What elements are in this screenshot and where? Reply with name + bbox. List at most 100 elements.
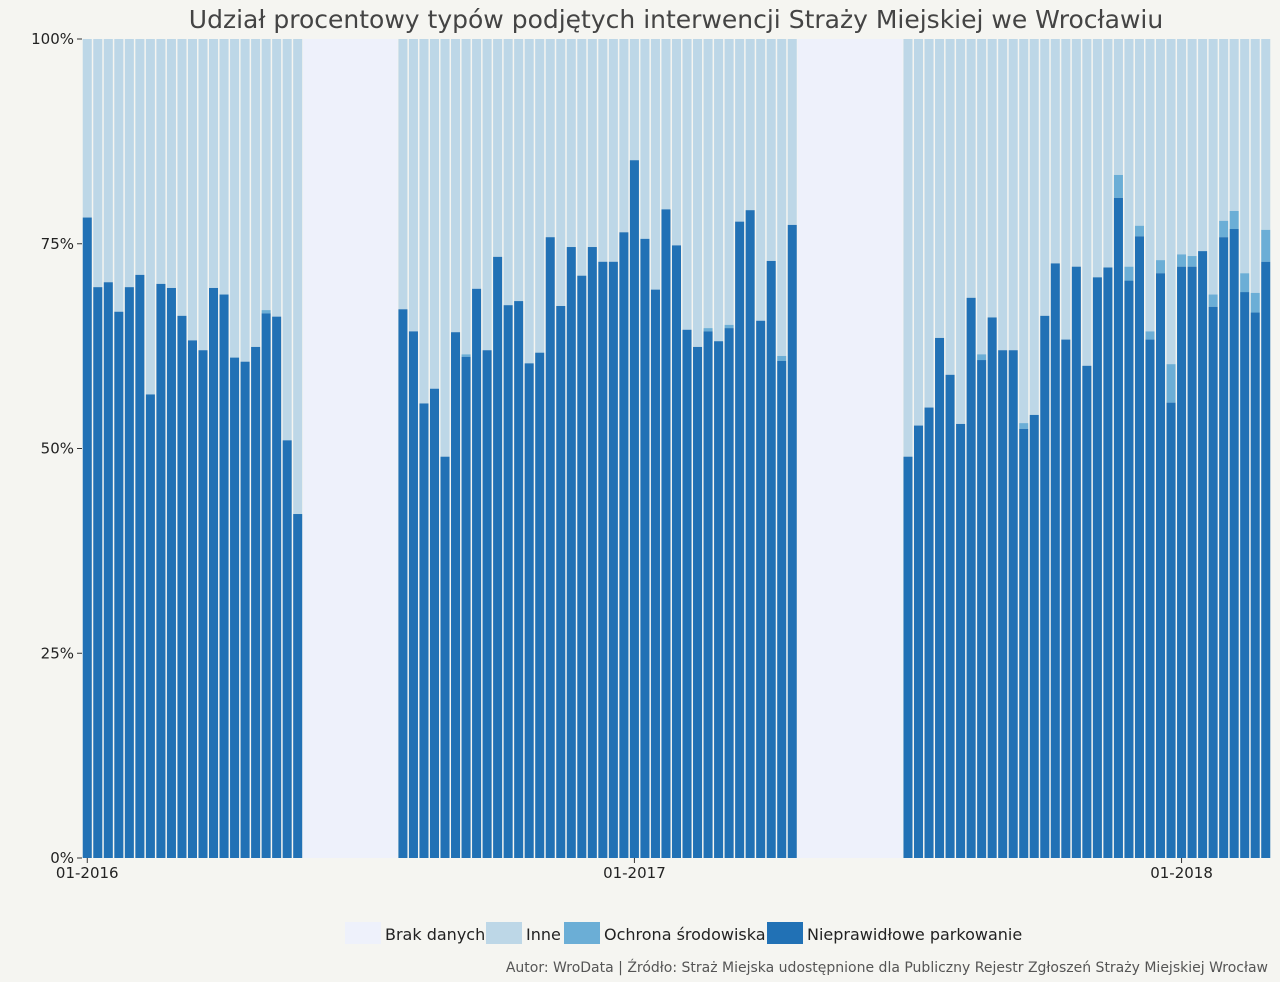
bar-inne-0	[82, 39, 92, 218]
bar-inne-107	[1208, 39, 1218, 295]
bar-inne-57	[682, 39, 692, 330]
bar-parkowanie-103	[1166, 402, 1176, 858]
plot-area	[82, 39, 1271, 859]
bar-inne-81	[935, 39, 945, 338]
bar-inne-3	[114, 39, 124, 312]
bar-ochrona-109	[1229, 210, 1239, 230]
bar-parkowanie-37	[472, 288, 482, 858]
bar-inne-63	[745, 39, 755, 211]
bar-inne-84	[966, 39, 976, 298]
bar-inne-30	[398, 39, 408, 310]
bar-parkowanie-93	[1061, 339, 1071, 858]
bar-inne-53	[640, 39, 650, 239]
bar-parkowanie-100	[1134, 236, 1144, 858]
bar-parkowanie-1	[93, 287, 103, 859]
legend-swatch-ochrona	[564, 922, 600, 944]
x-tick-label-0: 01-2016	[56, 864, 119, 882]
bar-inne-49	[598, 39, 608, 262]
no-data-region-1	[302, 39, 398, 858]
bar-inne-89	[1019, 39, 1029, 424]
bar-parkowanie-96	[1092, 277, 1102, 859]
bar-inne-35	[451, 39, 461, 333]
bar-parkowanie-19	[282, 440, 292, 858]
bar-parkowanie-4	[124, 287, 134, 859]
bar-parkowanie-79	[913, 425, 924, 858]
bar-inne-13	[219, 39, 229, 295]
bar-inne-78	[903, 39, 913, 457]
bar-inne-46	[566, 39, 576, 248]
bar-inne-20	[293, 39, 303, 515]
bar-ochrona-101	[1145, 331, 1155, 340]
bar-inne-42	[524, 39, 534, 364]
bar-inne-79	[913, 39, 924, 426]
bar-inne-11	[198, 39, 208, 351]
bar-parkowanie-41	[514, 301, 524, 859]
bar-ochrona-61	[724, 324, 734, 329]
bar-parkowanie-90	[1029, 414, 1039, 858]
bar-parkowanie-80	[924, 407, 934, 858]
bar-inne-45	[556, 39, 566, 306]
bar-parkowanie-110	[1240, 292, 1250, 858]
bar-inne-7	[156, 39, 166, 284]
bar-inne-92	[1050, 39, 1060, 264]
bar-inne-58	[693, 39, 703, 347]
bar-inne-62	[735, 39, 745, 222]
bar-parkowanie-56	[671, 245, 682, 858]
legend-label-inne: Inne	[526, 925, 561, 944]
bar-inne-18	[272, 39, 282, 317]
bar-inne-43	[535, 39, 545, 353]
bar-parkowanie-82	[945, 374, 955, 858]
bar-inne-102	[1155, 39, 1166, 261]
bar-parkowanie-86	[987, 317, 997, 859]
bar-inne-109	[1229, 39, 1239, 211]
bar-inne-54	[650, 39, 660, 290]
bar-parkowanie-94	[1071, 266, 1081, 858]
bar-parkowanie-84	[966, 297, 976, 859]
bar-inne-4	[124, 39, 134, 288]
bar-parkowanie-2	[103, 282, 113, 858]
bar-parkowanie-47	[577, 275, 587, 858]
bar-parkowanie-108	[1219, 237, 1229, 858]
bar-parkowanie-106	[1198, 251, 1208, 859]
bar-parkowanie-8	[166, 287, 176, 858]
y-tick-label-3: 75%	[41, 235, 74, 253]
bar-inne-82	[945, 39, 955, 375]
bar-parkowanie-55	[661, 209, 671, 859]
bar-ochrona-99	[1124, 266, 1134, 281]
bar-parkowanie-36	[461, 356, 471, 858]
bar-ochrona-103	[1166, 364, 1176, 403]
bar-inne-6	[145, 39, 155, 395]
bar-parkowanie-40	[503, 305, 513, 858]
bar-inne-56	[671, 39, 682, 246]
bar-inne-65	[766, 39, 776, 261]
bar-parkowanie-112	[1261, 261, 1271, 858]
y-axis: 0% 25% 50% 75% 100%	[31, 30, 82, 867]
bar-parkowanie-3	[114, 311, 124, 858]
bar-ochrona-59	[703, 328, 713, 332]
bar-parkowanie-12	[209, 287, 219, 858]
bar-inne-48	[587, 39, 597, 248]
bar-parkowanie-58	[693, 346, 703, 858]
bar-parkowanie-104	[1177, 266, 1187, 858]
bar-inne-95	[1082, 39, 1092, 366]
bar-inne-15	[240, 39, 250, 362]
bar-parkowanie-59	[703, 331, 713, 858]
bar-inne-87	[998, 39, 1008, 351]
legend-swatch-parkowanie	[767, 922, 803, 944]
bar-inne-51	[619, 39, 629, 233]
bar-parkowanie-65	[766, 260, 776, 859]
legend-label-ochrona: Ochrona środowiska	[604, 925, 766, 944]
bar-inne-67	[787, 39, 797, 225]
bar-parkowanie-60	[714, 341, 724, 858]
bar-inne-34	[440, 39, 450, 457]
bar-parkowanie-33	[429, 388, 440, 858]
bar-parkowanie-88	[1008, 350, 1018, 858]
bar-parkowanie-54	[650, 289, 660, 858]
bar-inne-98	[1113, 39, 1123, 175]
bar-parkowanie-43	[535, 352, 545, 858]
y-tick-label-4: 100%	[31, 30, 74, 48]
bar-parkowanie-85	[977, 360, 987, 858]
y-tick-label-1: 25%	[41, 644, 74, 662]
no-data-region-2	[797, 39, 903, 858]
